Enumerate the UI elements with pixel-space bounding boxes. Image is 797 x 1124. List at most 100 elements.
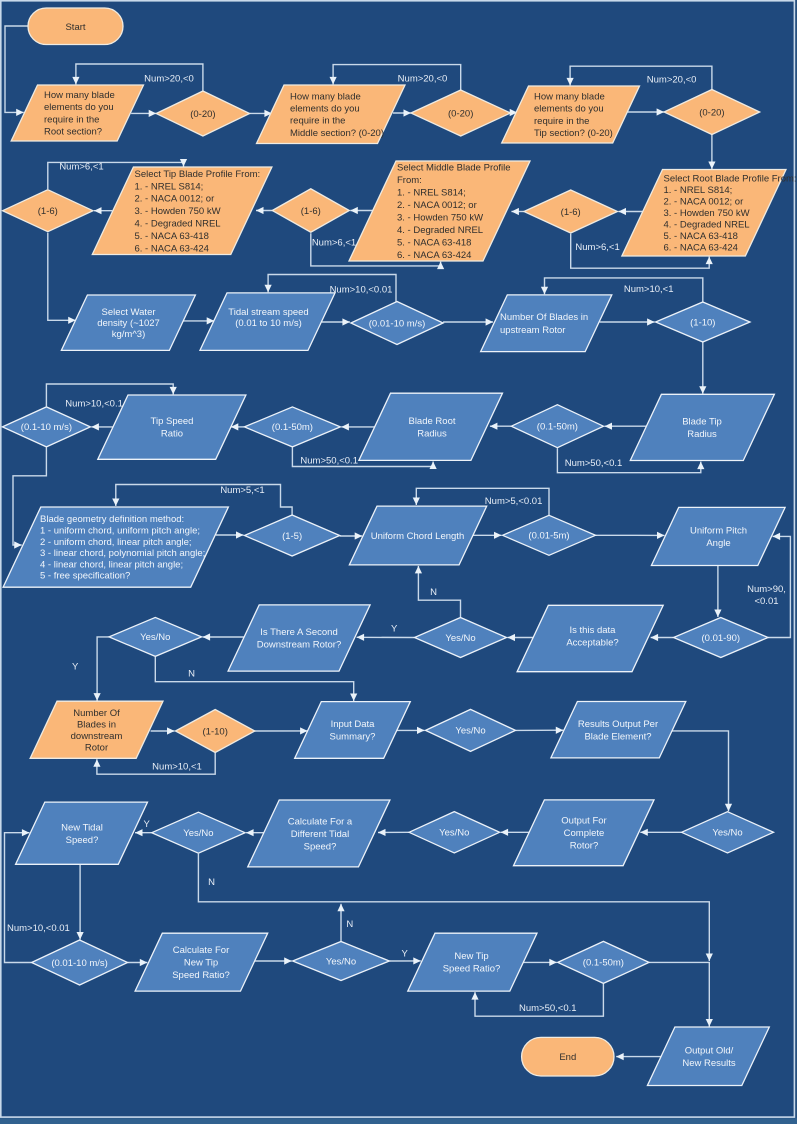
svg-text:Uniform Chord Length: Uniform Chord Length xyxy=(371,531,464,542)
svg-text:Yes/No: Yes/No xyxy=(140,632,170,643)
svg-text:5. - NACA 63-418: 5. - NACA 63-418 xyxy=(664,231,738,242)
svg-text:elements do you: elements do you xyxy=(44,102,114,113)
svg-text:Num>10,<0.1: Num>10,<0.1 xyxy=(65,399,123,410)
svg-text:Rotor: Rotor xyxy=(85,742,108,753)
svg-text:4. - Degraded NREL: 4. - Degraded NREL xyxy=(664,220,750,231)
svg-text:3. - Howden 750 kW: 3. - Howden 750 kW xyxy=(135,206,221,217)
svg-text:(0.01-10 m/s): (0.01-10 m/s) xyxy=(369,318,426,329)
svg-text:Downstream Rotor?: Downstream Rotor? xyxy=(257,640,341,651)
svg-text:Select Middle Blade Profile: Select Middle Blade Profile xyxy=(397,163,511,174)
svg-text:kg/m^3): kg/m^3) xyxy=(112,329,146,340)
svg-text:(1-5): (1-5) xyxy=(282,531,302,542)
svg-text:N: N xyxy=(188,669,195,680)
svg-text:1. - NREL S814;: 1. - NREL S814; xyxy=(664,185,733,196)
svg-text:Complete: Complete xyxy=(564,828,605,839)
svg-text:Calculate For a: Calculate For a xyxy=(288,816,353,827)
svg-text:Results Output Per: Results Output Per xyxy=(578,719,658,730)
svg-text:Yes/No: Yes/No xyxy=(455,726,485,737)
svg-text:Num>20,<0: Num>20,<0 xyxy=(647,75,697,86)
svg-text:4 - linear chord, linear pitch: 4 - linear chord, linear pitch angle; xyxy=(40,559,183,570)
svg-text:Num>20,<0: Num>20,<0 xyxy=(398,74,448,85)
svg-text:Num>6,<1: Num>6,<1 xyxy=(312,238,356,249)
svg-text:1. - NREL S814;: 1. - NREL S814; xyxy=(135,181,204,192)
svg-text:2 - uniform chord, linear pitc: 2 - uniform chord, linear pitch angle; xyxy=(40,537,192,548)
svg-text:N: N xyxy=(430,587,437,598)
svg-text:How many blade: How many blade xyxy=(44,90,115,101)
svg-text:How many blade: How many blade xyxy=(534,92,605,103)
svg-text:Select Tip Blade Profile From:: Select Tip Blade Profile From: xyxy=(135,169,261,180)
svg-text:How many blade: How many blade xyxy=(290,91,361,102)
svg-text:Blades in: Blades in xyxy=(77,719,116,730)
svg-text:Summary?: Summary? xyxy=(330,732,376,743)
svg-text:Num>10,<0.01: Num>10,<0.01 xyxy=(330,285,393,296)
svg-text:(0-20): (0-20) xyxy=(190,109,215,120)
svg-text:Num>90,: Num>90, xyxy=(747,584,786,595)
svg-text:2. - NACA 0012; or: 2. - NACA 0012; or xyxy=(664,197,744,208)
svg-text:Num>6,<1: Num>6,<1 xyxy=(575,242,619,253)
svg-text:(1-10): (1-10) xyxy=(690,317,715,328)
svg-text:<0.01: <0.01 xyxy=(754,596,778,607)
svg-text:3. - Howden 750 kW: 3. - Howden 750 kW xyxy=(664,208,750,219)
svg-text:6. - NACA 63-424: 6. - NACA 63-424 xyxy=(664,243,738,254)
svg-text:require in the: require in the xyxy=(534,116,589,127)
svg-text:require in the: require in the xyxy=(44,114,99,125)
svg-text:Rotor?: Rotor? xyxy=(570,841,599,852)
svg-text:Is There A Second: Is There A Second xyxy=(260,627,337,638)
svg-text:elements do you: elements do you xyxy=(290,103,360,114)
svg-text:End: End xyxy=(559,1052,576,1063)
svg-text:elements do you: elements do you xyxy=(534,104,604,115)
svg-text:Different Tidal: Different Tidal xyxy=(291,829,349,840)
svg-text:Yes/No: Yes/No xyxy=(712,828,742,839)
svg-text:Number Of: Number Of xyxy=(73,708,120,719)
svg-text:5 - free specification?: 5 - free specification? xyxy=(40,571,130,582)
svg-text:Output Old/: Output Old/ xyxy=(685,1045,734,1056)
svg-text:4. - Degraded NREL: 4. - Degraded NREL xyxy=(135,218,221,229)
svg-text:Num>20,<0: Num>20,<0 xyxy=(144,74,194,85)
svg-text:(0.01-5m): (0.01-5m) xyxy=(528,531,569,542)
svg-text:Yes/No: Yes/No xyxy=(445,633,475,644)
svg-text:Calculate For: Calculate For xyxy=(173,945,230,956)
svg-text:New Results: New Results xyxy=(682,1058,736,1069)
svg-text:(0.01-10 m/s): (0.01-10 m/s) xyxy=(51,958,108,969)
svg-text:2. - NACA 0012; or: 2. - NACA 0012; or xyxy=(397,200,477,211)
svg-text:Y: Y xyxy=(402,949,409,960)
svg-text:upstream Rotor: upstream Rotor xyxy=(500,325,565,336)
svg-text:Num>50,<0.1: Num>50,<0.1 xyxy=(519,1003,577,1014)
svg-text:Blade Element?: Blade Element? xyxy=(584,731,651,742)
svg-text:Select Water: Select Water xyxy=(101,307,155,318)
svg-text:Input Data: Input Data xyxy=(331,719,376,730)
svg-text:Num>6,<1: Num>6,<1 xyxy=(59,161,103,172)
svg-text:Blade Tip: Blade Tip xyxy=(682,416,722,427)
svg-text:Ratio: Ratio xyxy=(161,429,183,440)
svg-text:downstream: downstream xyxy=(71,731,123,742)
svg-text:New Tip: New Tip xyxy=(184,957,218,968)
svg-text:New Tip: New Tip xyxy=(454,951,488,962)
svg-text:(0-20): (0-20) xyxy=(699,107,724,118)
svg-text:Yes/No: Yes/No xyxy=(183,828,213,839)
svg-text:Tip Speed: Tip Speed xyxy=(151,416,194,427)
svg-text:New Tidal: New Tidal xyxy=(61,822,103,833)
svg-text:Num>50,<0.1: Num>50,<0.1 xyxy=(565,458,623,469)
svg-text:Yes/No: Yes/No xyxy=(326,956,356,967)
svg-text:5. - NACA 63-418: 5. - NACA 63-418 xyxy=(397,238,471,249)
svg-text:N: N xyxy=(346,919,353,930)
svg-text:Blade geometry definition meth: Blade geometry definition method: xyxy=(40,514,184,525)
svg-text:(0.1-50m): (0.1-50m) xyxy=(537,422,578,433)
svg-text:Root section?: Root section? xyxy=(44,127,102,138)
svg-text:4. - Degraded NREL: 4. - Degraded NREL xyxy=(397,225,483,236)
svg-text:(1-10): (1-10) xyxy=(203,726,228,737)
svg-text:2. - NACA 0012; or: 2. - NACA 0012; or xyxy=(135,194,215,205)
svg-text:(1-6): (1-6) xyxy=(301,206,321,217)
svg-text:3. - Howden 750 kW: 3. - Howden 750 kW xyxy=(397,213,483,224)
svg-text:(0.1-50m): (0.1-50m) xyxy=(583,958,624,969)
svg-text:N: N xyxy=(208,877,215,888)
svg-text:(1-6): (1-6) xyxy=(38,206,58,217)
svg-text:1. - NREL S814;: 1. - NREL S814; xyxy=(397,188,466,199)
svg-text:Uniform Pitch: Uniform Pitch xyxy=(690,526,747,537)
svg-text:(0.1-10 m/s): (0.1-10 m/s) xyxy=(21,422,72,433)
svg-text:Y: Y xyxy=(72,662,79,673)
svg-text:Angle: Angle xyxy=(706,538,730,549)
svg-text:require in the: require in the xyxy=(290,116,345,127)
svg-text:1 - uniform chord, uniform pit: 1 - uniform chord, uniform pitch angle; xyxy=(40,525,200,536)
svg-text:Speed Ratio?: Speed Ratio? xyxy=(443,964,501,975)
